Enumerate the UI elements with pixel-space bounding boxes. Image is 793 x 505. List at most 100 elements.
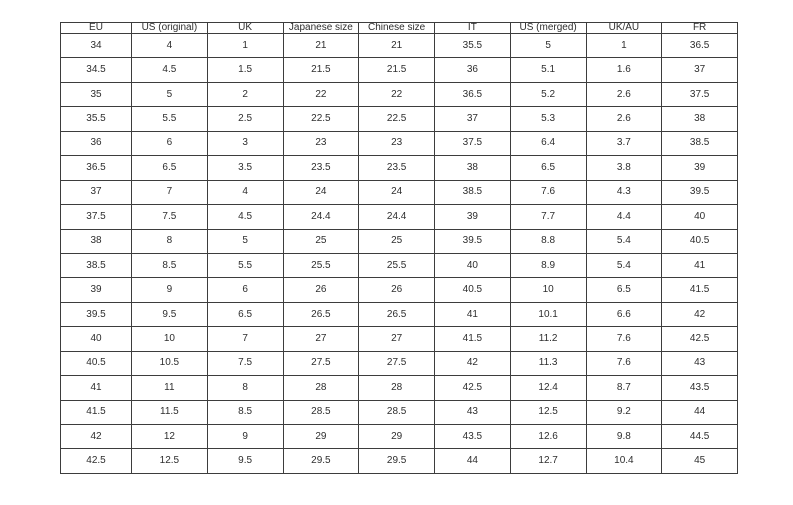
table-cell: 38.5 (60, 252, 132, 279)
table-cell: 23 (282, 130, 360, 157)
table-cell: 7 (131, 179, 208, 206)
table-cell: 6 (131, 130, 208, 157)
table-cell: 39 (434, 204, 511, 230)
table-row: 34.5 4.5 1.5 21.5 21.5 36 5.1 1.6 37 (60, 57, 738, 83)
table-row: 35 5 2 22 22 36.5 5.2 2.6 37.5 (60, 81, 738, 108)
table-cell: 9.5 (206, 448, 284, 474)
table-cell: 9.8 (585, 423, 663, 450)
table-cell: 7.6 (585, 350, 663, 377)
table-cell: 6.5 (131, 155, 208, 181)
table-cell: 12 (131, 423, 208, 450)
size-conversion-table-container: EU US (original) UK Japanese size Chinese si… (60, 22, 738, 474)
table-cell: 9.5 (131, 301, 208, 328)
table-cell: 28 (358, 375, 435, 401)
table-cell: 7.5 (206, 350, 284, 377)
table-cell: 36 (60, 130, 132, 157)
table-cell: 37 (434, 106, 511, 132)
table-cell: 37.5 (661, 81, 738, 108)
table-cell: 3 (206, 130, 284, 157)
table-cell: 38.5 (661, 130, 738, 157)
table-cell: 8 (206, 375, 284, 401)
table-cell: 8.7 (585, 375, 663, 401)
table-cell: 42 (60, 423, 132, 450)
table-cell: 23 (358, 130, 435, 157)
table-cell: 8 (131, 228, 208, 254)
table-cell: 5.3 (509, 106, 587, 132)
table-cell: 40 (60, 326, 132, 352)
column-header-fr: FR (661, 22, 738, 34)
table-cell: 5 (206, 228, 284, 254)
table-cell: 38 (60, 228, 132, 254)
column-header-uk-au: UK/AU (585, 22, 663, 34)
table-row: 39.5 9.5 6.5 26.5 26.5 41 10.1 6.6 42 (60, 301, 738, 328)
table-cell: 3.5 (206, 155, 284, 181)
table-cell: 7.7 (509, 204, 587, 230)
table-cell: 42 (661, 301, 738, 328)
table-cell: 42.5 (60, 448, 132, 474)
table-cell: 6.5 (206, 301, 284, 328)
table-cell: 12.6 (509, 423, 587, 450)
table-cell: 44 (434, 448, 511, 474)
table-row: 39 9 6 26 26 40.5 10 6.5 41.5 (60, 277, 738, 303)
table-cell: 8.5 (131, 252, 208, 279)
table-cell: 22 (358, 81, 435, 108)
table-row: 36.5 6.5 3.5 23.5 23.5 38 6.5 3.8 39 (60, 155, 738, 181)
table-cell: 36.5 (60, 155, 132, 181)
table-cell: 28 (282, 375, 360, 401)
table-header: EU US (original) UK Japanese size Chinese si… (60, 22, 738, 34)
table-cell: 26.5 (358, 301, 435, 328)
table-cell: 29 (282, 423, 360, 450)
table-cell: 44.5 (661, 423, 738, 450)
table-cell: 11 (131, 375, 208, 401)
table-cell: 12.5 (509, 399, 587, 426)
table-cell: 23.5 (282, 155, 360, 181)
table-body: 34 4 1 21 21 35.5 5 1 36.5 34.5 4.5 1.5 21.5 21.5 36 5.… (60, 32, 738, 474)
table-cell: 11.2 (509, 326, 587, 352)
table-cell: 45 (661, 448, 738, 474)
table-cell: 5.5 (206, 252, 284, 279)
table-cell: 38.5 (434, 179, 511, 206)
table-row: 37.5 7.5 4.5 24.4 24.4 39 7.7 4.4 40 (60, 204, 738, 230)
table-cell: 21.5 (282, 57, 360, 83)
table-cell: 29.5 (282, 448, 360, 474)
table-row: 41.5 11.5 8.5 28.5 28.5 43 12.5 9.2 44 (60, 399, 738, 426)
table-cell: 7.5 (131, 204, 208, 230)
table-cell: 43.5 (434, 423, 511, 450)
table-cell: 39 (60, 277, 132, 303)
table-cell: 5 (509, 32, 587, 59)
table-header-row: EU US (original) UK Japanese size Chinese si… (60, 22, 738, 34)
table-cell: 41.5 (434, 326, 511, 352)
table-cell: 10 (131, 326, 208, 352)
table-cell: 12.7 (509, 448, 587, 474)
table-cell: 37 (60, 179, 132, 206)
table-row: 38 8 5 25 25 39.5 8.8 5.4 40.5 (60, 228, 738, 254)
table-cell: 3.7 (585, 130, 663, 157)
table-cell: 22 (282, 81, 360, 108)
table-cell: 6 (206, 277, 284, 303)
table-cell: 9 (206, 423, 284, 450)
table-cell: 25.5 (358, 252, 435, 279)
table-cell: 43.5 (661, 375, 738, 401)
table-cell: 26 (282, 277, 360, 303)
table-cell: 41 (434, 301, 511, 328)
table-cell: 26 (358, 277, 435, 303)
table-cell: 5.5 (131, 106, 208, 132)
table-cell: 40 (661, 204, 738, 230)
table-cell: 4 (206, 179, 284, 206)
table-cell: 36.5 (434, 81, 511, 108)
table-row: 40 10 7 27 27 41.5 11.2 7.6 42.5 (60, 326, 738, 352)
table-cell: 24.4 (358, 204, 435, 230)
table-cell: 1 (206, 32, 284, 59)
column-header-eu: EU (60, 22, 132, 34)
table-cell: 35.5 (434, 32, 511, 59)
table-cell: 22.5 (282, 106, 360, 132)
table-cell: 21 (282, 32, 360, 59)
table-cell: 22.5 (358, 106, 435, 132)
table-row: 34 4 1 21 21 35.5 5 1 36.5 (60, 32, 738, 59)
table-cell: 40.5 (661, 228, 738, 254)
table-cell: 2.5 (206, 106, 284, 132)
table-cell: 12.4 (509, 375, 587, 401)
table-cell: 40.5 (434, 277, 511, 303)
table-cell: 24 (282, 179, 360, 206)
table-cell: 35.5 (60, 106, 132, 132)
